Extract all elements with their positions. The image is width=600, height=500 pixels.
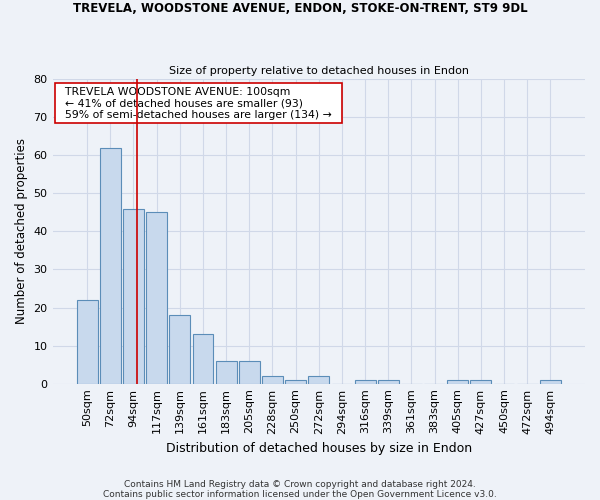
Bar <box>123 208 144 384</box>
Title: Size of property relative to detached houses in Endon: Size of property relative to detached ho… <box>169 66 469 76</box>
Text: TREVELA, WOODSTONE AVENUE, ENDON, STOKE-ON-TRENT, ST9 9DL: TREVELA, WOODSTONE AVENUE, ENDON, STOKE-… <box>73 2 527 16</box>
Bar <box>262 376 283 384</box>
Bar <box>378 380 398 384</box>
Bar <box>146 212 167 384</box>
Text: TREVELA WOODSTONE AVENUE: 100sqm  
  ← 41% of detached houses are smaller (93)  : TREVELA WOODSTONE AVENUE: 100sqm ← 41% o… <box>58 86 338 120</box>
Bar <box>355 380 376 384</box>
Bar <box>308 376 329 384</box>
Bar <box>448 380 468 384</box>
Text: Contains HM Land Registry data © Crown copyright and database right 2024.
Contai: Contains HM Land Registry data © Crown c… <box>103 480 497 499</box>
Bar <box>470 380 491 384</box>
Bar <box>100 148 121 384</box>
Bar <box>216 361 236 384</box>
Bar <box>77 300 98 384</box>
Bar <box>169 315 190 384</box>
Bar <box>285 380 306 384</box>
Bar <box>540 380 561 384</box>
Bar <box>239 361 260 384</box>
Y-axis label: Number of detached properties: Number of detached properties <box>15 138 28 324</box>
Bar <box>193 334 214 384</box>
X-axis label: Distribution of detached houses by size in Endon: Distribution of detached houses by size … <box>166 442 472 455</box>
